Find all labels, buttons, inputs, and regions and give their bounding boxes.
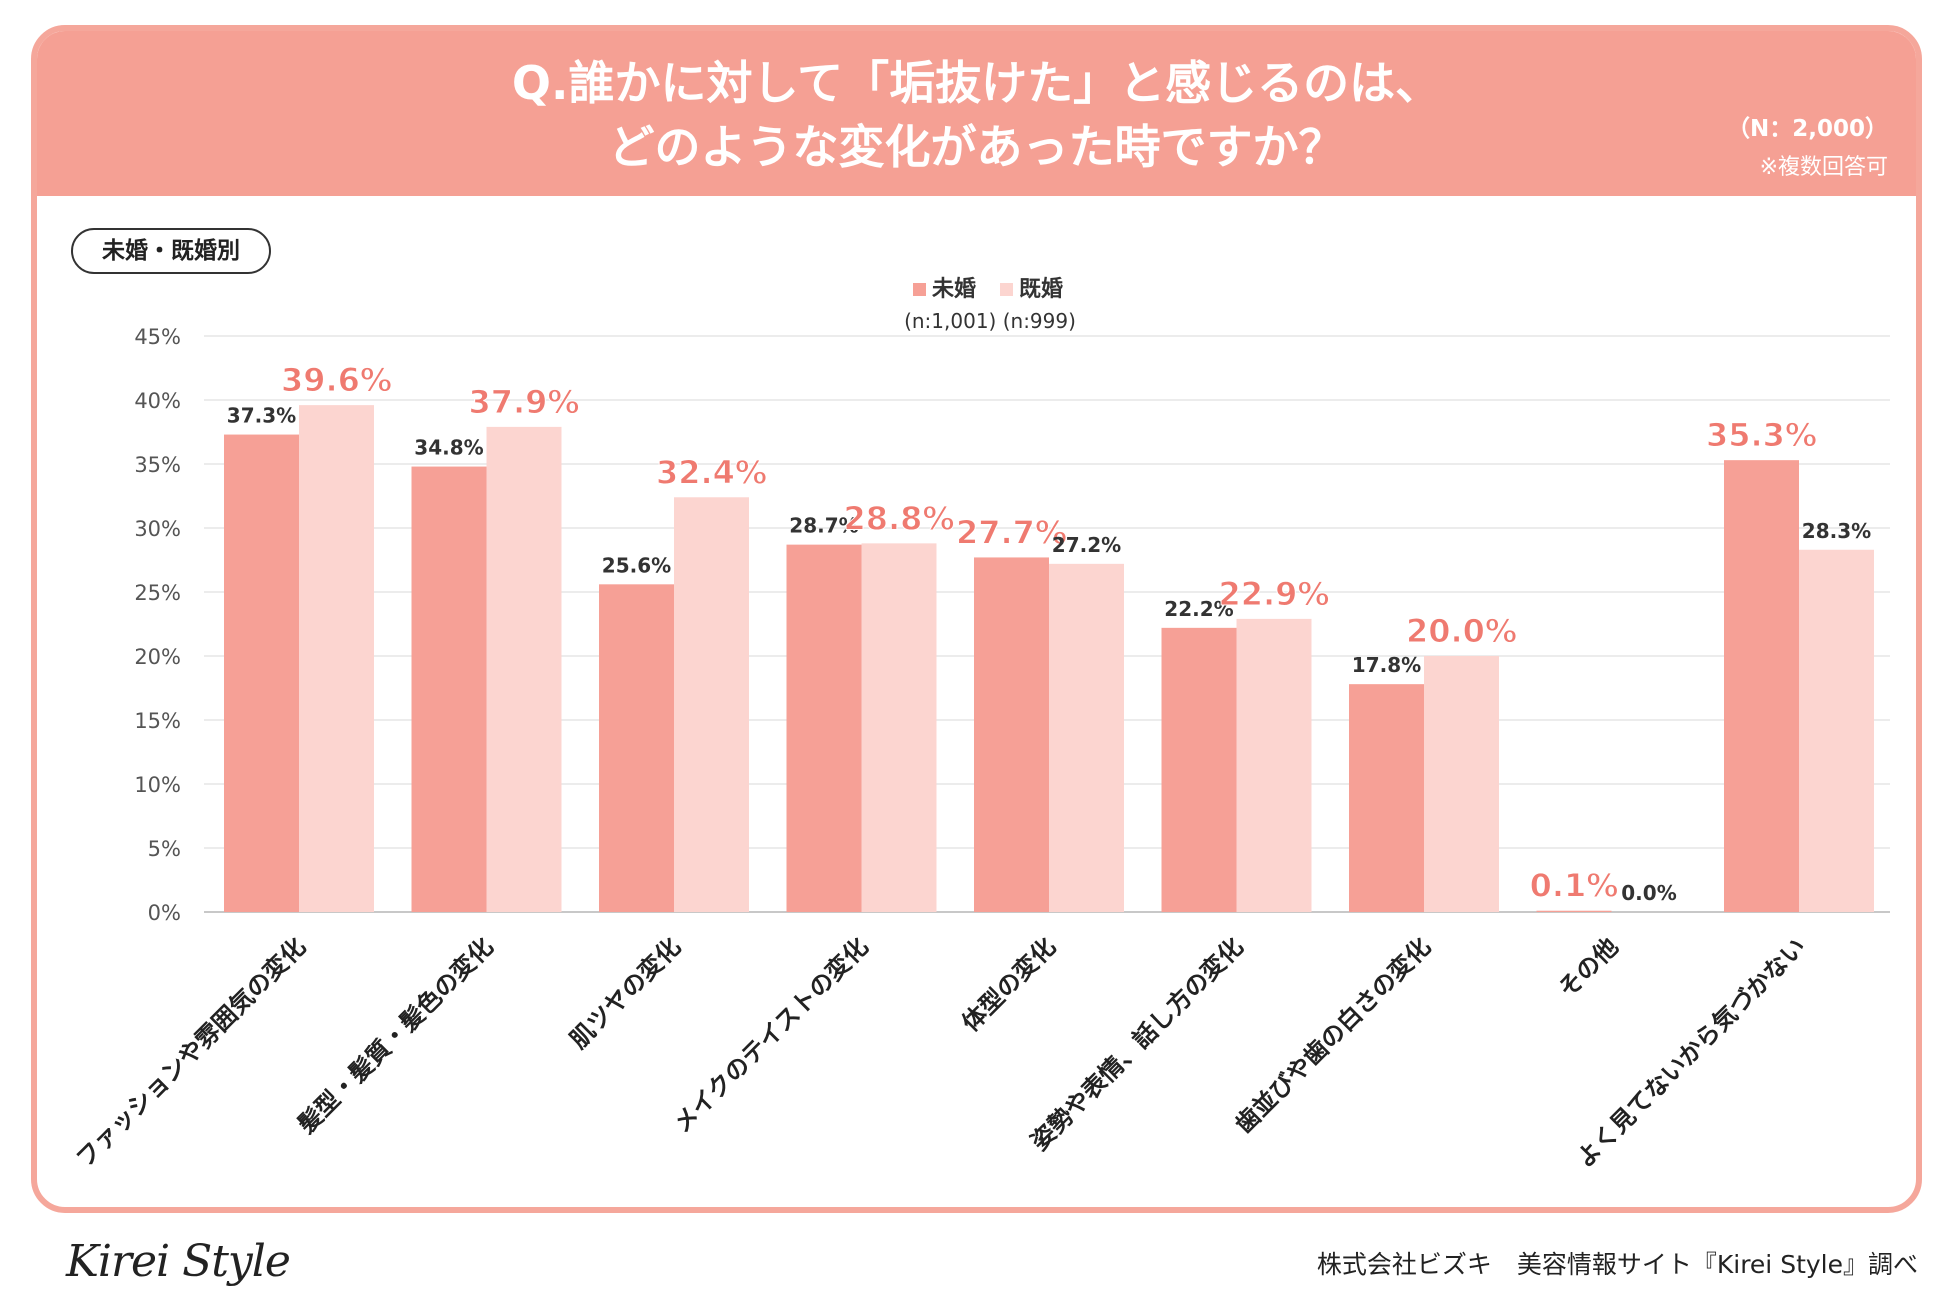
data-label: 28.3% xyxy=(1802,519,1871,543)
data-label: 35.3% xyxy=(1706,416,1817,454)
bar-unmarried xyxy=(1349,684,1424,912)
survey-credit: 株式会社ビズキ 美容情報サイト『Kirei Style』調べ xyxy=(1316,1250,1918,1279)
bar-unmarried xyxy=(786,544,862,912)
bar-unmarried xyxy=(1161,627,1237,912)
data-label: 37.3% xyxy=(227,404,296,428)
category-label: その他 xyxy=(1553,932,1624,1003)
sample-size: （N：2,000） xyxy=(1727,116,1888,142)
data-label: 0.0% xyxy=(1621,881,1676,905)
y-tick-label: 40% xyxy=(134,389,181,413)
y-tick-label: 25% xyxy=(134,581,181,605)
y-tick-label: 15% xyxy=(134,709,181,733)
bar-married xyxy=(1424,656,1499,912)
y-tick-label: 5% xyxy=(148,837,181,861)
bar-unmarried xyxy=(974,557,1049,912)
category-label: ファッションや雰囲気の変化 xyxy=(71,932,311,1172)
data-label: 39.6% xyxy=(281,361,392,399)
bar-married xyxy=(299,405,374,912)
data-label: 25.6% xyxy=(602,553,671,577)
y-tick-label: 35% xyxy=(134,453,181,477)
category-label: 体型の変化 xyxy=(957,932,1062,1037)
category-label: 姿勢や表情、話し方の変化 xyxy=(1025,932,1248,1155)
data-label: 17.8% xyxy=(1352,653,1421,677)
y-tick-label: 30% xyxy=(134,517,181,541)
data-label: 28.7% xyxy=(789,514,858,538)
bar-unmarried xyxy=(599,584,674,912)
bar-unmarried xyxy=(411,466,487,912)
data-label: 32.4% xyxy=(656,453,767,491)
data-label: 22.2% xyxy=(1164,597,1233,621)
segment-label: 未婚・既婚別 xyxy=(71,228,271,274)
data-label: 37.9% xyxy=(468,383,579,421)
bar-married xyxy=(486,426,562,912)
data-label: 27.7% xyxy=(956,513,1067,551)
data-label: 20.0% xyxy=(1406,612,1517,650)
multiple-answer-note: ※複数回答可 xyxy=(1759,155,1888,180)
category-label: 肌ツヤの変化 xyxy=(565,932,687,1054)
bar-married xyxy=(1236,618,1312,912)
question-title-line-1: Q.誰かに対して「垢抜けた」と感じるのは、 xyxy=(511,56,1442,110)
bar-unmarried xyxy=(1536,910,1612,912)
category-label: 髪型・髪質・髪色の変化 xyxy=(292,932,499,1139)
category-label: 歯並びや歯の白さの変化 xyxy=(1230,932,1436,1138)
legend-swatch-married xyxy=(1000,283,1013,296)
legend-label-married: 既婚 xyxy=(1019,276,1063,302)
bar-married xyxy=(674,497,749,912)
y-tick-label: 0% xyxy=(148,901,181,925)
data-label: 0.1% xyxy=(1530,867,1619,905)
legend-label-unmarried: 未婚 xyxy=(932,276,976,302)
question-title-line-2: どのような変化があった時ですか？ xyxy=(608,120,1345,174)
bar-unmarried xyxy=(224,434,299,912)
y-tick-label: 20% xyxy=(134,645,181,669)
y-tick-label: 45% xyxy=(134,325,181,349)
bar-married xyxy=(1799,549,1874,912)
kirei-style-logo: Kirei Style xyxy=(66,1236,291,1287)
legend-sample-sizes: (n:1,001) (n:999) xyxy=(904,309,1076,333)
legend-swatch-unmarried xyxy=(913,283,926,296)
bar-married xyxy=(1049,563,1124,912)
data-label: 34.8% xyxy=(414,436,483,460)
data-label: 22.9% xyxy=(1218,575,1329,613)
data-label: 27.2% xyxy=(1052,533,1121,557)
bar-unmarried xyxy=(1724,460,1799,912)
bar-married xyxy=(861,543,937,912)
category-label: メイクのテイストの変化 xyxy=(668,932,874,1138)
question-title: Q.誰かに対して「垢抜けた」と感じるのは、 どのような変化があった時ですか？ xyxy=(37,51,1916,179)
y-tick-label: 10% xyxy=(134,773,181,797)
question-header: Q.誰かに対して「垢抜けた」と感じるのは、 どのような変化があった時ですか？ （… xyxy=(37,31,1916,196)
data-label: 28.8% xyxy=(843,499,954,537)
